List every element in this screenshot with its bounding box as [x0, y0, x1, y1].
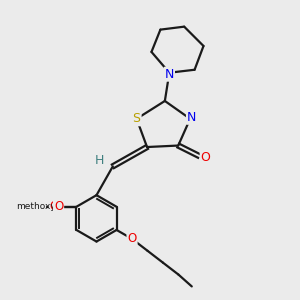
Text: H: H: [95, 154, 104, 167]
Text: O: O: [50, 200, 59, 213]
Text: N: N: [187, 111, 196, 124]
Text: O: O: [201, 151, 211, 164]
Text: S: S: [133, 112, 141, 125]
Text: O: O: [54, 200, 63, 213]
Text: methoxy: methoxy: [16, 202, 56, 211]
Text: O: O: [128, 232, 137, 245]
Text: N: N: [165, 68, 174, 81]
